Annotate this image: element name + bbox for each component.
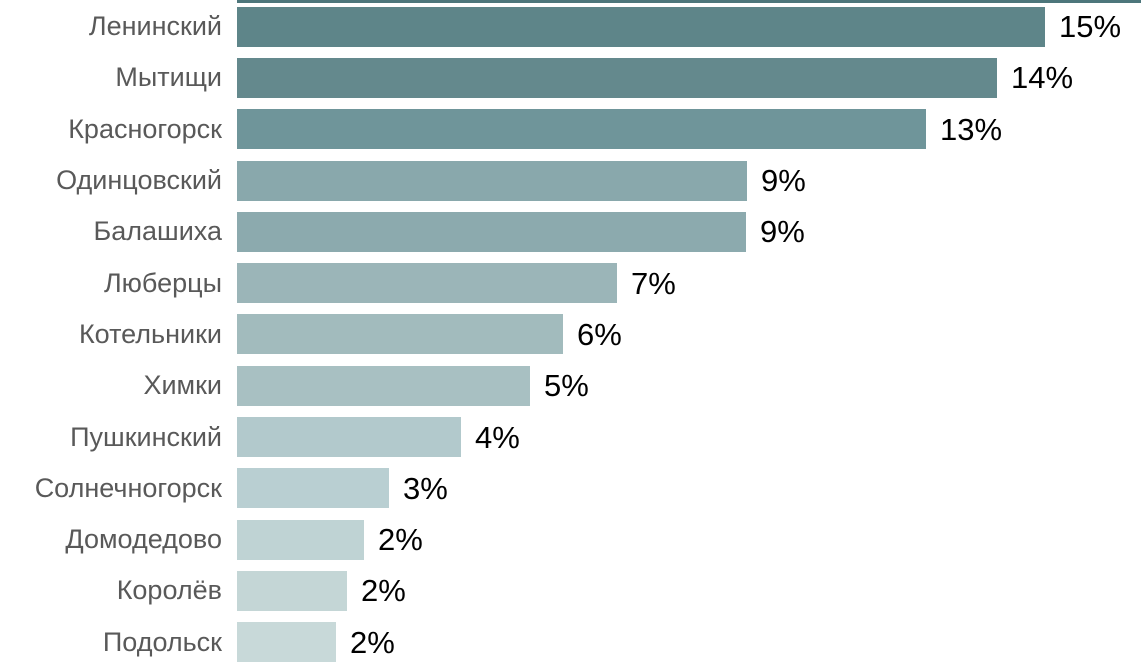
value-label: 6%	[577, 316, 622, 352]
cropped-bar-sliver	[237, 0, 1141, 3]
chart-row: Солнечногорск 3%	[0, 463, 1141, 514]
chart-row: Одинцовский 9%	[0, 155, 1141, 206]
chart-row: Котельники 6%	[0, 309, 1141, 360]
bar	[237, 314, 563, 355]
value-label: 3%	[403, 470, 448, 506]
category-label: Красногорск	[68, 113, 222, 144]
category-label: Балашиха	[93, 216, 222, 247]
category-label: Одинцовский	[56, 165, 222, 196]
chart-row: Красногорск 13%	[0, 104, 1141, 155]
chart-row: Пушкинский 4%	[0, 411, 1141, 462]
bar	[237, 519, 364, 560]
value-label: 2%	[361, 573, 406, 609]
bar	[237, 468, 389, 509]
category-label: Ленинский	[88, 11, 222, 42]
chart-row: Люберцы 7%	[0, 257, 1141, 308]
chart-row: Королёв 2%	[0, 565, 1141, 616]
chart-row: Домодедово 2%	[0, 514, 1141, 565]
value-label: 13%	[940, 111, 1003, 147]
bar	[237, 211, 746, 252]
category-label: Люберцы	[103, 267, 222, 298]
category-label: Котельники	[78, 318, 222, 349]
bar	[237, 622, 336, 663]
category-label: Подольск	[102, 626, 222, 657]
category-label: Солнечногорск	[34, 472, 222, 503]
bar	[237, 57, 997, 98]
bar	[237, 365, 530, 406]
chart-row: Подольск 2%	[0, 617, 1141, 668]
category-label: Королёв	[116, 575, 222, 606]
bar	[237, 160, 747, 201]
bar	[237, 570, 347, 611]
value-label: 7%	[631, 265, 676, 301]
value-label: 9%	[760, 214, 805, 250]
category-label: Мытищи	[115, 62, 222, 93]
value-label: 2%	[378, 522, 423, 558]
value-label: 5%	[544, 368, 589, 404]
bar	[237, 417, 461, 458]
value-label: 2%	[350, 624, 395, 660]
category-label: Химки	[143, 370, 222, 401]
bar	[237, 263, 617, 304]
value-label: 15%	[1059, 9, 1122, 45]
chart-row: Мытищи 14%	[0, 52, 1141, 103]
bar	[237, 6, 1045, 47]
value-label: 14%	[1011, 60, 1074, 96]
chart-row: Ленинский 15%	[0, 1, 1141, 52]
value-label: 4%	[475, 419, 520, 455]
bar	[237, 109, 926, 150]
chart-row: Химки 5%	[0, 360, 1141, 411]
value-label: 9%	[761, 163, 806, 199]
chart-row: Балашиха 9%	[0, 206, 1141, 257]
category-label: Домодедово	[65, 524, 222, 555]
category-label: Пушкинский	[70, 421, 222, 452]
